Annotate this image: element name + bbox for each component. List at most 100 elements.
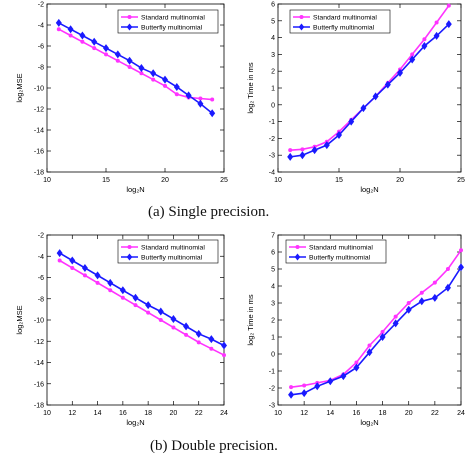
y-tick-label: -16	[34, 381, 44, 388]
x-tick-label: 24	[457, 410, 465, 417]
legend-box	[117, 239, 219, 264]
x-tick-label: 25	[457, 177, 465, 184]
data-point	[210, 97, 215, 102]
data-point	[431, 293, 438, 302]
x-tick-label: 25	[220, 177, 228, 184]
data-point	[126, 56, 133, 65]
data-point	[184, 332, 189, 337]
data-point	[133, 303, 138, 308]
x-tick-label: 14	[94, 410, 102, 417]
caption-double-precision: (b) Double precision.	[150, 438, 278, 454]
data-point	[393, 314, 398, 319]
data-point	[380, 329, 385, 334]
data-point	[162, 75, 168, 84]
y-tick-label: -2	[269, 136, 275, 143]
y-tick-label: 5	[271, 18, 275, 25]
chart-double-time: 10 12 14 16 18 20 22 24-3-2-101234567log₂Nlog₂ …	[246, 233, 465, 428]
x-tick-label: 16	[119, 410, 127, 417]
y-tick-label: -18	[34, 403, 44, 410]
x-tick-label: 18	[379, 410, 387, 417]
data-point	[392, 319, 399, 328]
y-tick-label: -12	[34, 339, 44, 346]
caption-single-precision: (a) Single precision.	[148, 204, 270, 220]
data-point	[119, 286, 126, 295]
legend-label: Standard multinomial	[309, 245, 373, 252]
data-point	[57, 258, 62, 263]
data-point	[302, 383, 307, 388]
x-tick-label: 18	[144, 410, 152, 417]
y-tick-label: 2	[271, 318, 275, 325]
data-point	[434, 20, 439, 25]
data-point	[185, 91, 192, 100]
data-point	[69, 256, 76, 265]
y-tick-label: -3	[269, 403, 275, 410]
plot-frame	[277, 234, 462, 406]
data-point	[397, 68, 403, 77]
y-tick-label: 5	[271, 267, 275, 274]
y-tick-label: 6	[271, 250, 275, 257]
data-point	[384, 80, 391, 89]
series-line	[290, 249, 462, 388]
x-tick-label: 20	[405, 410, 413, 417]
legend-label: Butterfly multinomial	[309, 255, 371, 262]
data-point	[103, 44, 109, 53]
y-tick-label: -10	[34, 86, 44, 93]
data-point	[170, 314, 177, 323]
y-tick-label: -2	[269, 386, 275, 393]
legend-label: Standard multinomial	[141, 15, 205, 22]
data-point	[82, 273, 87, 278]
data-point	[80, 39, 85, 44]
data-point	[127, 65, 132, 69]
data-point	[115, 58, 120, 63]
data-point	[221, 341, 227, 350]
legend-marker	[127, 245, 132, 249]
y-tick-label: -4	[269, 170, 275, 177]
data-point	[139, 71, 144, 76]
y-tick-label: 2	[271, 69, 275, 76]
data-point	[222, 353, 226, 358]
data-point	[150, 69, 157, 78]
series-line	[58, 28, 213, 101]
y-tick-label: -12	[34, 107, 44, 114]
y-tick-label: -8	[38, 65, 44, 72]
y-tick-label: -14	[34, 360, 44, 367]
legend-marker	[127, 15, 132, 19]
x-tick-label: 20	[161, 177, 169, 184]
x-tick-label: 10	[274, 410, 282, 417]
data-point	[299, 151, 306, 160]
data-point	[91, 37, 98, 46]
y-tick-label: -6	[38, 44, 44, 51]
x-tick-label: 12	[300, 410, 308, 417]
x-tick-label: 20	[170, 410, 178, 417]
chart-single-mse: 10 15 20 25 -18 -16 -14 -12 -10 -8 -6 -4 -2 log₂N log₂…	[15, 2, 228, 195]
data-point	[132, 293, 139, 302]
data-point	[195, 329, 202, 338]
y-tick-label: -18	[34, 170, 44, 177]
data-point	[68, 33, 73, 38]
y-tick-label: -8	[38, 296, 44, 303]
data-point	[104, 52, 108, 57]
y-tick-label: -3	[269, 153, 275, 160]
data-point	[360, 104, 367, 113]
data-point	[336, 131, 342, 140]
x-axis-label: log₂N	[360, 185, 378, 194]
data-point	[209, 109, 216, 118]
data-point	[348, 117, 355, 126]
data-point	[379, 333, 386, 341]
x-tick-label: 20	[396, 177, 404, 184]
data-point	[444, 283, 451, 292]
legend-marker	[298, 23, 305, 31]
data-point	[421, 42, 428, 50]
x-tick-label: 10	[43, 410, 51, 417]
y-axis-label: log₂ Time in ms	[246, 62, 255, 114]
y-tick-label: 7	[271, 233, 275, 240]
legend-label: Standard multinomial	[313, 15, 377, 22]
legend-label: Butterfly multinomial	[141, 255, 203, 262]
data-point	[288, 390, 295, 399]
data-point	[287, 152, 294, 161]
data-point	[157, 307, 164, 316]
legend-marker	[294, 253, 301, 261]
data-point	[55, 18, 62, 27]
legend-marker	[299, 15, 304, 19]
data-point	[354, 360, 359, 365]
